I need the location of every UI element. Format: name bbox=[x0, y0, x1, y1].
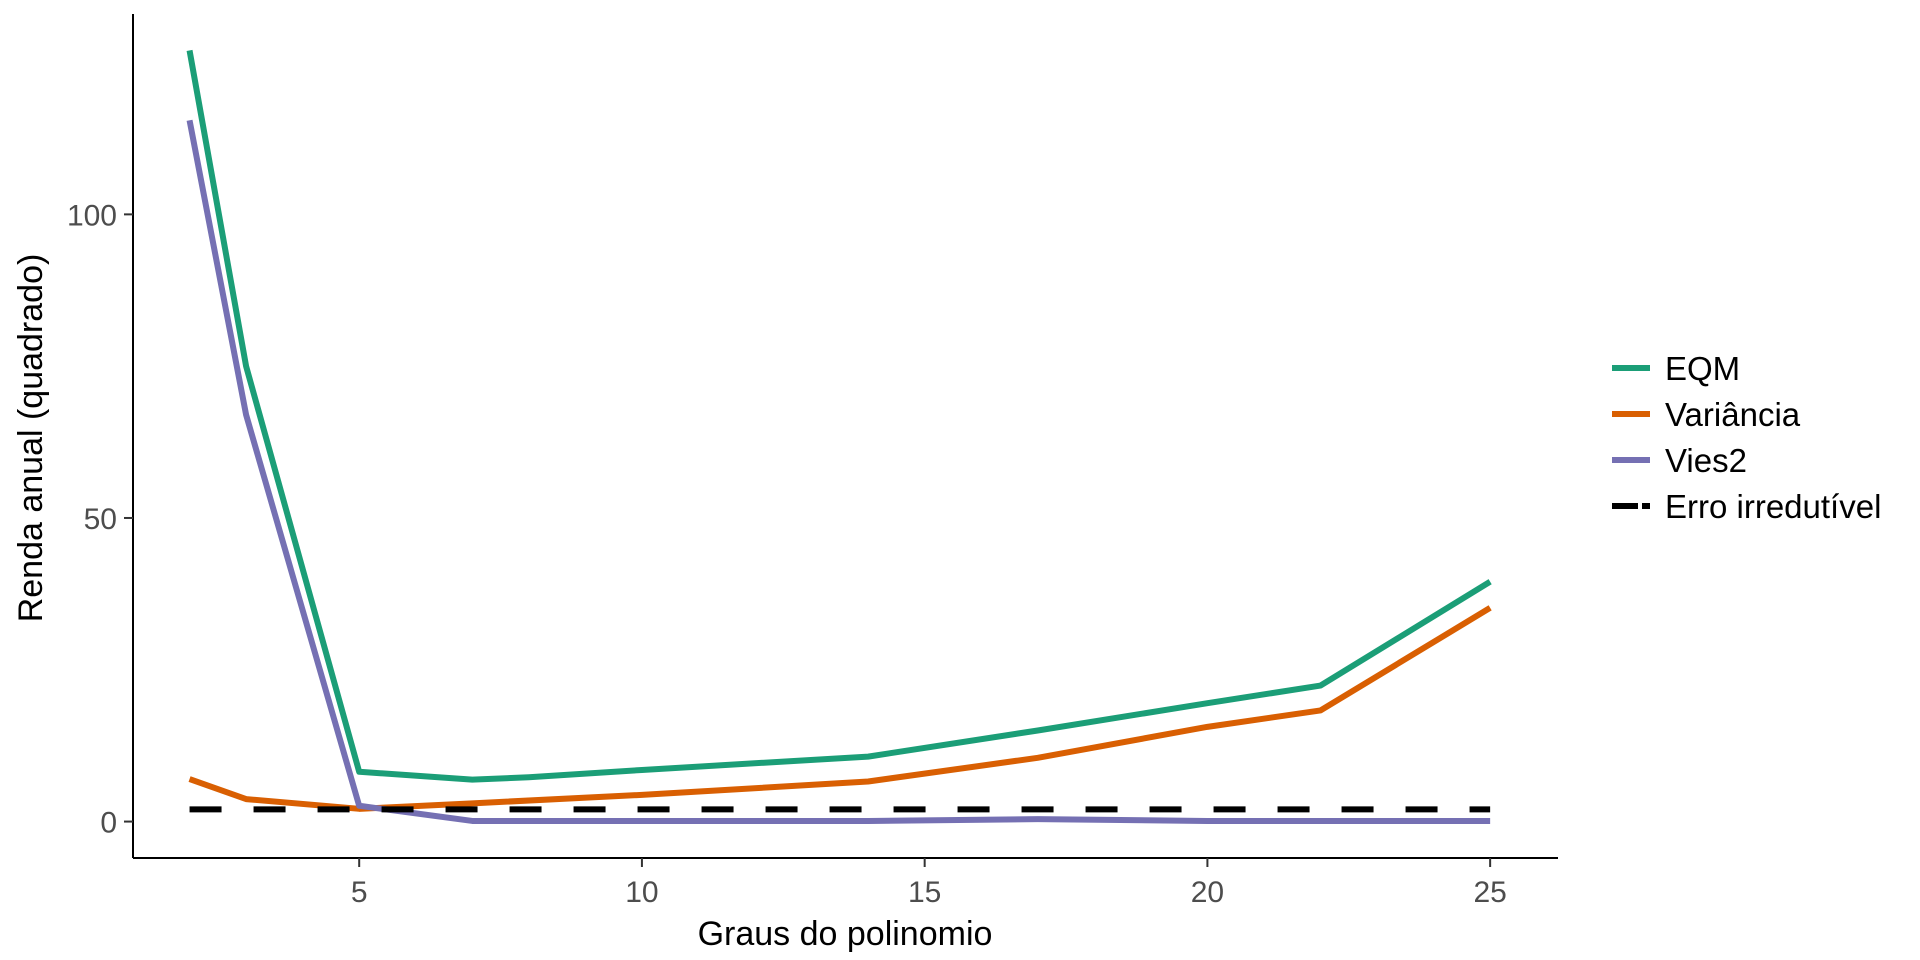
y-ticks: 0 50 100 bbox=[67, 199, 133, 840]
x-tick-label: 5 bbox=[351, 876, 368, 909]
plot-lines bbox=[186, 49, 1492, 824]
x-tick-label: 25 bbox=[1473, 876, 1506, 909]
x-tick-label: 20 bbox=[1191, 876, 1224, 909]
series-line-vies2 bbox=[186, 119, 1491, 824]
series-line-variancia bbox=[188, 605, 1492, 812]
legend-label: Erro irredutível bbox=[1665, 488, 1881, 525]
legend-label: Vies2 bbox=[1665, 442, 1747, 479]
axes bbox=[132, 14, 1558, 859]
x-ticks: 5 10 15 20 25 bbox=[351, 858, 1507, 909]
y-axis-title: Renda anual (quadrado) bbox=[12, 254, 50, 623]
x-tick-label: 10 bbox=[625, 876, 658, 909]
legend-label: EQM bbox=[1665, 350, 1740, 387]
x-axis-title: Graus do polinomio bbox=[698, 915, 993, 953]
legend-label: Variância bbox=[1665, 396, 1801, 433]
x-tick-label: 15 bbox=[908, 876, 941, 909]
y-tick-label: 0 bbox=[100, 807, 117, 840]
y-tick-label: 50 bbox=[84, 503, 117, 536]
legend: EQM Variância Vies2 Erro irredutível bbox=[1612, 350, 1881, 525]
y-tick-label: 100 bbox=[67, 199, 117, 232]
series-line-eqm bbox=[186, 49, 1492, 783]
